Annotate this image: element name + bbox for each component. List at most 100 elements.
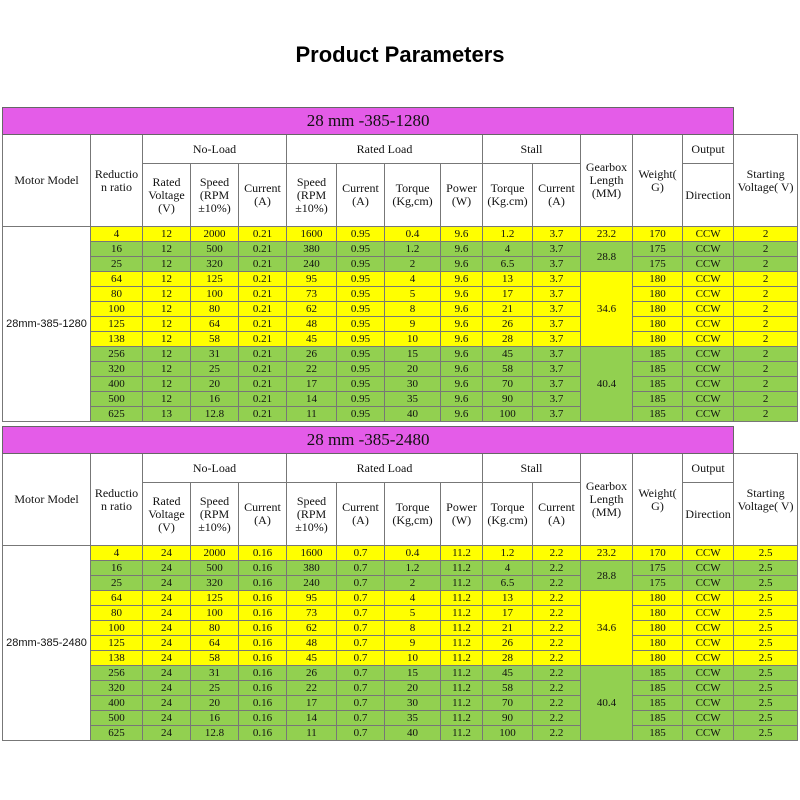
direction-cell: CCW <box>681 590 735 606</box>
table-row: 625 13 12.8 0.21 11 0.95 40 9.6 100 3.7 185 CCW 2 <box>3 406 798 422</box>
noload-speed-cell: 500 <box>190 560 239 576</box>
reduction-cell: 400 <box>90 376 143 392</box>
starting-voltage-cell: 2.5 <box>733 695 798 711</box>
rated-current-cell: 0.95 <box>336 406 385 422</box>
rated-power-cell: 9.6 <box>440 226 483 242</box>
stall-torque-cell: 58 <box>482 680 533 696</box>
noload-current-cell: 0.16 <box>238 680 287 696</box>
starting-voltage-cell: 2 <box>733 241 798 257</box>
motor-model-cell: 28mm-385-1280 <box>2 226 91 422</box>
reduction-ratio-header: Reductio n ratio <box>90 453 143 546</box>
reduction-cell: 64 <box>90 271 143 287</box>
rated-voltage-cell: 24 <box>142 725 191 741</box>
stall-current-cell: 2.2 <box>532 560 581 576</box>
direction-cell: CCW <box>681 545 735 561</box>
rated-voltage-cell: 24 <box>142 620 191 636</box>
rated-torque-cell: 15 <box>384 346 441 362</box>
noload-speed-cell: 12.8 <box>190 406 239 422</box>
rated-power-cell: 9.6 <box>440 271 483 287</box>
direction-cell: CCW <box>681 695 735 711</box>
stall-current-cell: 3.7 <box>532 286 581 302</box>
table-row: 100 12 80 0.21 62 0.95 8 9.6 21 3.7 180 CCW 2 <box>3 301 798 317</box>
rated-torque-cell: 10 <box>384 650 441 666</box>
rated-voltage-cell: 24 <box>142 590 191 606</box>
rated-power-cell: 9.6 <box>440 286 483 302</box>
rated-voltage-cell: 24 <box>142 545 191 561</box>
rated-speed-cell: 240 <box>286 575 337 591</box>
rated-speed-cell: 48 <box>286 635 337 651</box>
gearbox-length-cell: 34.6 <box>580 271 633 347</box>
rated-power-cell: 11.2 <box>440 695 483 711</box>
rated-power-cell: 11.2 <box>440 680 483 696</box>
gearbox-length-cell: 34.6 <box>580 590 633 666</box>
noload-speed-cell: 12.8 <box>190 725 239 741</box>
stall-current-cell: 2.2 <box>532 650 581 666</box>
table-row: 625 24 12.8 0.16 11 0.7 40 11.2 100 2.2 185 CCW 2.5 <box>3 725 798 741</box>
weight-cell: 185 <box>632 391 683 407</box>
motor-model-header: Motor Model <box>2 453 91 546</box>
rated-power-header: Power (W) <box>440 163 483 227</box>
starting-voltage-cell: 2 <box>733 361 798 377</box>
reduction-cell: 138 <box>90 331 143 347</box>
stall-current-cell: 2.2 <box>532 575 581 591</box>
stall-current-cell: 2.2 <box>532 590 581 606</box>
stall-torque-cell: 45 <box>482 346 533 362</box>
rated-torque-cell: 30 <box>384 376 441 392</box>
noload-current-cell: 0.16 <box>238 650 287 666</box>
stall-torque-cell: 28 <box>482 331 533 347</box>
starting-voltage-cell: 2 <box>733 346 798 362</box>
rated-voltage-cell: 12 <box>142 271 191 287</box>
noload-current-header: Current (A) <box>238 163 287 227</box>
stall-current-cell: 3.7 <box>532 226 581 242</box>
starting-voltage-cell: 2.5 <box>733 590 798 606</box>
noload-current-cell: 0.21 <box>238 406 287 422</box>
starting-voltage-cell: 2 <box>733 406 798 422</box>
rated-voltage-cell: 24 <box>142 560 191 576</box>
rated-power-cell: 11.2 <box>440 590 483 606</box>
weight-cell: 180 <box>632 635 683 651</box>
stall-torque-cell: 90 <box>482 710 533 726</box>
stall-torque-cell: 100 <box>482 406 533 422</box>
rated-voltage-cell: 12 <box>142 301 191 317</box>
stall-current-cell: 3.7 <box>532 376 581 392</box>
noload-speed-cell: 16 <box>190 710 239 726</box>
spec-table: 28 mm -385-2480 Motor Model Reductio n rat… <box>1 426 798 741</box>
stall-current-cell: 3.7 <box>532 316 581 332</box>
direction-header: Direction <box>681 163 735 227</box>
rated-voltage-cell: 24 <box>142 575 191 591</box>
noload-speed-cell: 31 <box>190 665 239 681</box>
weight-cell: 185 <box>632 346 683 362</box>
stall-current-cell: 2.2 <box>532 725 581 741</box>
noload-speed-cell: 31 <box>190 346 239 362</box>
weight-cell: 180 <box>632 620 683 636</box>
noload-current-cell: 0.21 <box>238 331 287 347</box>
noload-speed-cell: 100 <box>190 605 239 621</box>
weight-cell: 180 <box>632 590 683 606</box>
rated-speed-cell: 1600 <box>286 226 337 242</box>
rated-torque-cell: 40 <box>384 406 441 422</box>
rated-power-cell: 9.6 <box>440 331 483 347</box>
rated-power-cell: 11.2 <box>440 605 483 621</box>
stall-torque-cell: 4 <box>482 241 533 257</box>
noload-speed-cell: 125 <box>190 590 239 606</box>
gearbox-length-cell: 40.4 <box>580 665 633 741</box>
noload-current-cell: 0.21 <box>238 271 287 287</box>
rated-torque-cell: 4 <box>384 590 441 606</box>
starting-voltage-cell: 2.5 <box>733 725 798 741</box>
reduction-cell: 320 <box>90 361 143 377</box>
weight-cell: 170 <box>632 545 683 561</box>
reduction-cell: 625 <box>90 406 143 422</box>
noload-current-cell: 0.21 <box>238 361 287 377</box>
stall-torque-cell: 17 <box>482 286 533 302</box>
rated-speed-cell: 380 <box>286 241 337 257</box>
table-row: 400 24 20 0.16 17 0.7 30 11.2 70 2.2 185 CCW 2.5 <box>3 695 798 711</box>
noload-speed-cell: 80 <box>190 620 239 636</box>
direction-cell: CCW <box>681 376 735 392</box>
stall-current-cell: 3.7 <box>532 346 581 362</box>
rated-power-cell: 9.6 <box>440 346 483 362</box>
stall-torque-cell: 28 <box>482 650 533 666</box>
rated-speed-cell: 380 <box>286 560 337 576</box>
spec-section-2480: 28 mm -385-2480 Motor Model Reductio n rat… <box>1 426 798 741</box>
noload-current-cell: 0.16 <box>238 560 287 576</box>
noload-speed-cell: 64 <box>190 635 239 651</box>
